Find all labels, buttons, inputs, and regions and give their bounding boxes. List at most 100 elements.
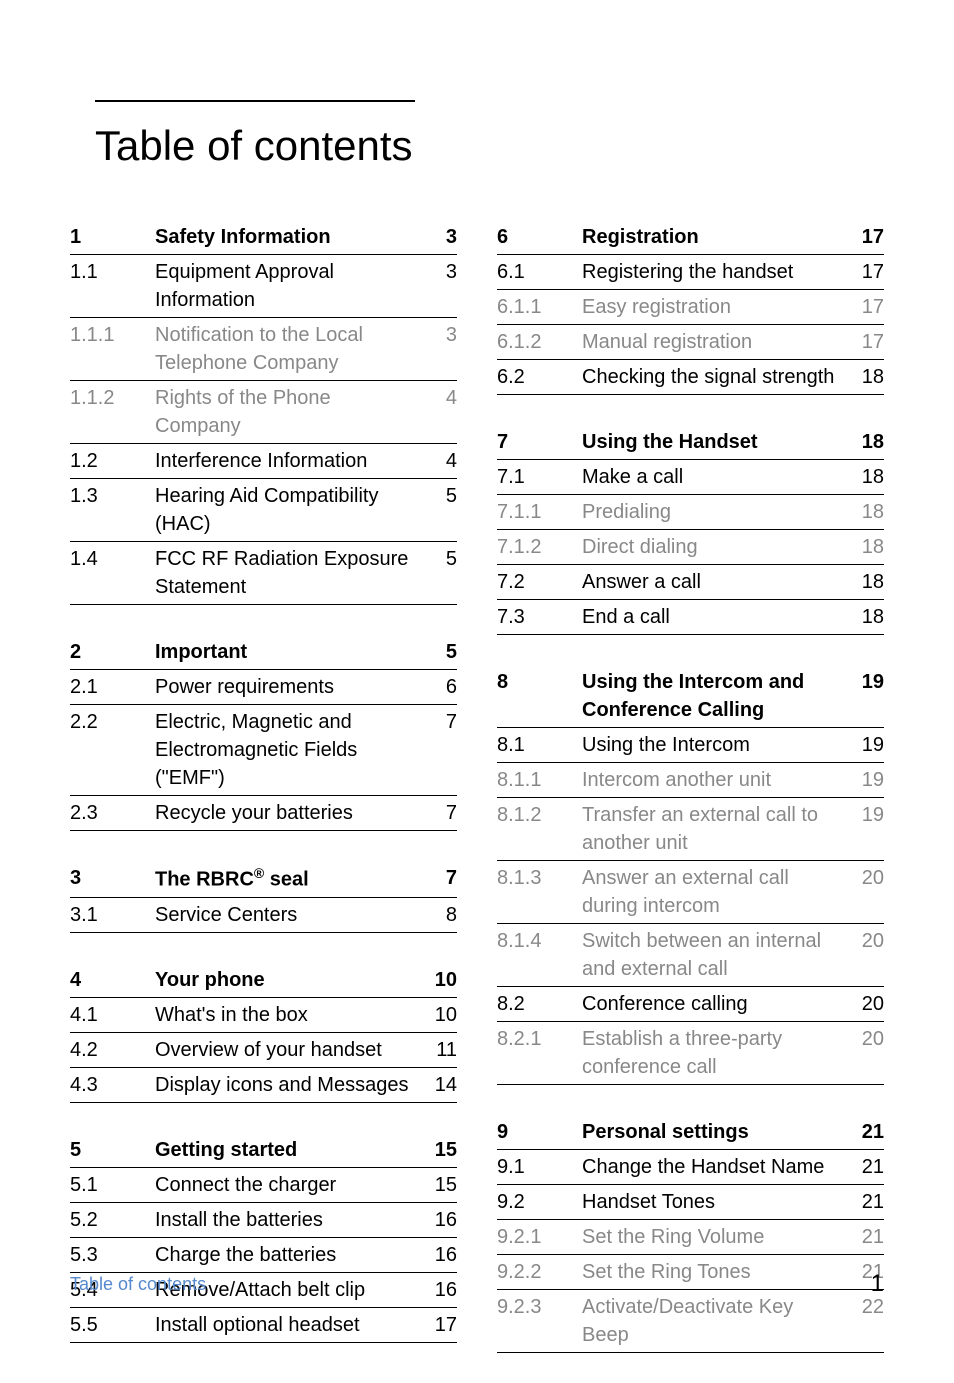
toc-entry-page: 5 — [422, 545, 457, 573]
toc-row: 1.1.2Rights of the Phone Company4 — [70, 381, 457, 444]
title-section: Table of contents — [95, 100, 884, 170]
toc-entry-page: 3 — [422, 223, 457, 251]
toc-entry-title: Handset Tones — [582, 1188, 849, 1216]
toc-entry-title: Display icons and Messages — [155, 1071, 422, 1099]
toc-entry-number: 1.3 — [70, 482, 155, 510]
toc-entry-title: Using the Intercom and Conference Callin… — [582, 668, 849, 724]
toc-entry-number: 7.1 — [497, 463, 582, 491]
toc-row: 6Registration17 — [497, 220, 884, 255]
toc-entry-number: 5.5 — [70, 1311, 155, 1339]
toc-entry-title: Set the Ring Volume — [582, 1223, 849, 1251]
toc-entry-page: 4 — [422, 384, 457, 412]
toc-row: 6.1.1Easy registration17 — [497, 290, 884, 325]
toc-row: 8Using the Intercom and Conference Calli… — [497, 665, 884, 728]
toc-entry-title: Recycle your batteries — [155, 799, 422, 827]
toc-entry-page: 17 — [849, 223, 884, 251]
toc-entry-page: 5 — [422, 482, 457, 510]
toc-entry-title: Personal settings — [582, 1118, 849, 1146]
toc-row: 8.1.1Intercom another unit19 — [497, 763, 884, 798]
footer-label: Table of contents — [70, 1274, 206, 1295]
toc-entry-page: 18 — [849, 533, 884, 561]
toc-entry-title: Conference calling — [582, 990, 849, 1018]
toc-section: 4Your phone104.1What's in the box104.2Ov… — [70, 963, 457, 1103]
toc-section: 3The RBRC® seal73.1Service Centers8 — [70, 861, 457, 933]
toc-entry-number: 6.2 — [497, 363, 582, 391]
toc-row: 5.2Install the batteries16 — [70, 1203, 457, 1238]
toc-entry-page: 7 — [422, 799, 457, 827]
toc-row: 2.2Electric, Magnetic and Electromagneti… — [70, 705, 457, 796]
toc-entry-number: 3.1 — [70, 901, 155, 929]
toc-entry-title: Make a call — [582, 463, 849, 491]
toc-section: 7Using the Handset187.1Make a call187.1.… — [497, 425, 884, 635]
toc-entry-title: Predialing — [582, 498, 849, 526]
toc-entry-page: 19 — [849, 731, 884, 759]
toc-entry-title: Answer an external call during intercom — [582, 864, 849, 920]
toc-entry-title: Electric, Magnetic and Electromagnetic F… — [155, 708, 422, 792]
toc-entry-title: Answer a call — [582, 568, 849, 596]
toc-row: 9.2.3Activate/Deactivate Key Beep22 — [497, 1290, 884, 1353]
toc-entry-title: Getting started — [155, 1136, 422, 1164]
toc-entry-title: Install optional headset — [155, 1311, 422, 1339]
toc-entry-number: 8.1.1 — [497, 766, 582, 794]
toc-entry-number: 2.2 — [70, 708, 155, 736]
toc-entry-title: Charge the batteries — [155, 1241, 422, 1269]
toc-entry-page: 19 — [849, 766, 884, 794]
toc-entry-number: 9.2 — [497, 1188, 582, 1216]
toc-entry-number: 4.1 — [70, 1001, 155, 1029]
toc-entry-page: 11 — [422, 1036, 457, 1064]
toc-row: 7.1.1Predialing18 — [497, 495, 884, 530]
toc-entry-title: Registering the handset — [582, 258, 849, 286]
toc-entry-title: Notification to the Local Telephone Comp… — [155, 321, 422, 377]
toc-entry-number: 6.1 — [497, 258, 582, 286]
toc-section: 6Registration17 6.1Registering the handse… — [497, 220, 884, 395]
toc-entry-page: 16 — [422, 1206, 457, 1234]
toc-entry-title: Equipment Approval Information — [155, 258, 422, 314]
toc-entry-page: 20 — [849, 927, 884, 955]
toc-entry-number: 5 — [70, 1136, 155, 1164]
toc-entry-number: 7.1.2 — [497, 533, 582, 561]
toc-entry-number: 1.2 — [70, 447, 155, 475]
footer-page-number: 1 — [871, 1270, 884, 1298]
toc-entry-number: 1.4 — [70, 545, 155, 573]
toc-entry-page: 10 — [422, 966, 457, 994]
toc-entry-number: 5.2 — [70, 1206, 155, 1234]
toc-entry-number: 4 — [70, 966, 155, 994]
toc-row: 8.1.3Answer an external call during inte… — [497, 861, 884, 924]
toc-row: 5Getting started15 — [70, 1133, 457, 1168]
toc-entry-number: 6 — [497, 223, 582, 251]
toc-row: 1.4FCC RF Radiation Exposure Statement5 — [70, 542, 457, 605]
toc-row: 2Important5 — [70, 635, 457, 670]
toc-row: 7.1.2Direct dialing18 — [497, 530, 884, 565]
toc-entry-number: 6.1.2 — [497, 328, 582, 356]
toc-entry-page: 20 — [849, 1025, 884, 1053]
toc-row: 4.3Display icons and Messages14 — [70, 1068, 457, 1103]
toc-entry-number: 1.1.2 — [70, 384, 155, 412]
toc-entry-title: Your phone — [155, 966, 422, 994]
toc-entry-page: 10 — [422, 1001, 457, 1029]
page-title: Table of contents — [95, 122, 884, 170]
toc-entry-title: Important — [155, 638, 422, 666]
toc-entry-number: 8.1 — [497, 731, 582, 759]
toc-entry-number: 7.2 — [497, 568, 582, 596]
toc-entry-title: Using the Handset — [582, 428, 849, 456]
toc-row: 5.3Charge the batteries16 — [70, 1238, 457, 1273]
toc-entry-page: 21 — [849, 1118, 884, 1146]
toc-entry-page: 15 — [422, 1171, 457, 1199]
toc-entry-title: Service Centers — [155, 901, 422, 929]
toc-entry-page: 18 — [849, 568, 884, 596]
toc-entry-title: Power requirements — [155, 673, 422, 701]
toc-entry-number: 5.3 — [70, 1241, 155, 1269]
toc-entry-number: 8.1.3 — [497, 864, 582, 892]
toc-row: 1.2Interference Information4 — [70, 444, 457, 479]
toc-row: 6.2Checking the signal strength18 — [497, 360, 884, 395]
toc-entry-page: 5 — [422, 638, 457, 666]
toc-entry-title: Establish a three-party conference call — [582, 1025, 849, 1081]
toc-entry-page: 20 — [849, 864, 884, 892]
toc-entry-number: 8 — [497, 668, 582, 696]
toc-entry-page: 18 — [849, 428, 884, 456]
toc-entry-number: 9.2.1 — [497, 1223, 582, 1251]
toc-row: 9.2Handset Tones21 — [497, 1185, 884, 1220]
toc-section: 1Safety Information31.1Equipment Approva… — [70, 220, 457, 605]
toc-entry-title: Using the Intercom — [582, 731, 849, 759]
toc-row: 5.1Connect the charger15 — [70, 1168, 457, 1203]
